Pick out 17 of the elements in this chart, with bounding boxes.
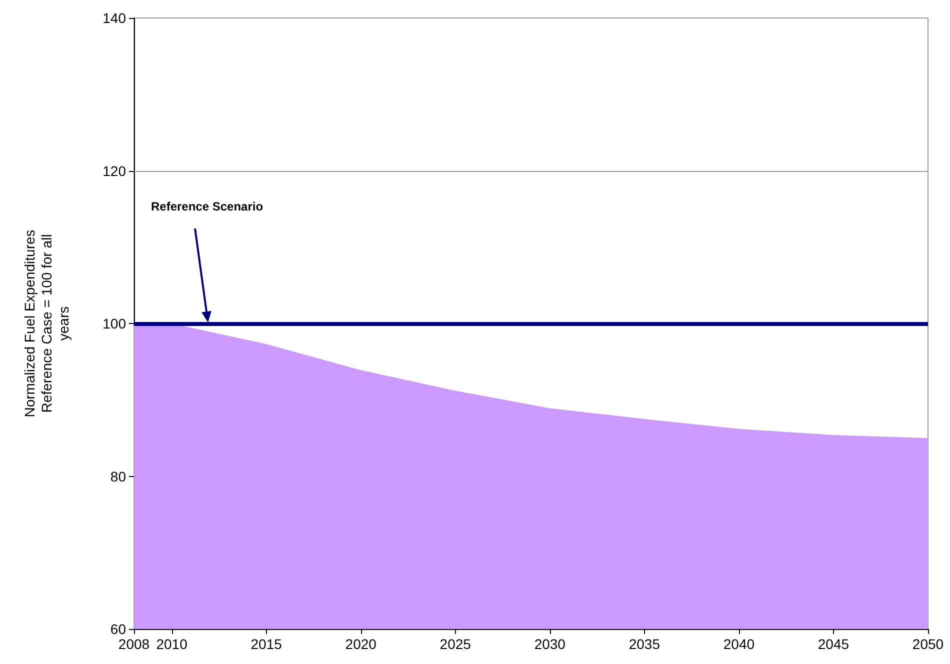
y-tick-label: 80 — [110, 468, 126, 484]
y-tick-label: 120 — [102, 162, 126, 179]
x-tick-label: 2008 — [118, 636, 150, 652]
x-tick-label: 2045 — [818, 636, 850, 652]
x-tick-label: 2010 — [156, 636, 188, 652]
x-tick-label: 2035 — [628, 636, 660, 652]
x-tick-label: 2025 — [440, 636, 472, 652]
x-tick-label: 2030 — [534, 636, 566, 652]
y-axis-title: Normalized Fuel Expenditures Reference Case = 100 for all years — [22, 230, 72, 418]
y-tick-label: 60 — [110, 621, 126, 637]
x-tick-label: 2050 — [912, 636, 944, 652]
x-tick-label: 2020 — [345, 636, 377, 652]
y-tick-label: 140 — [102, 10, 126, 26]
x-tick-label: 2015 — [250, 636, 282, 652]
x-tick-label: 2040 — [723, 636, 755, 652]
y-tick-label: 100 — [102, 316, 126, 332]
annotation: Reference Scenario — [151, 200, 264, 214]
